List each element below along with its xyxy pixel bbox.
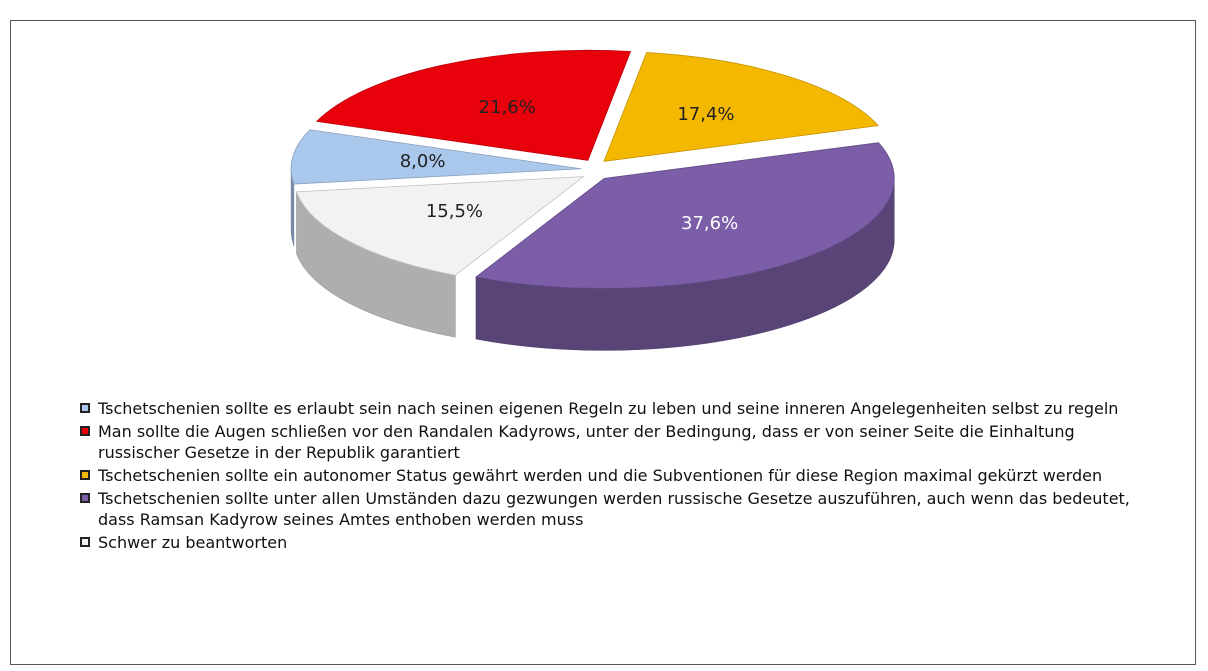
pie-slice xyxy=(295,176,585,276)
pie-slice xyxy=(315,49,632,161)
legend-swatch xyxy=(80,403,90,413)
data-label: 15,5% xyxy=(426,201,483,222)
legend-item: Man sollte die Augen schließen vor den R… xyxy=(80,421,1160,463)
legend-item: Tschetschenien sollte ein autonomer Stat… xyxy=(80,465,1160,486)
legend-label: Man sollte die Augen schließen vor den R… xyxy=(98,422,1075,462)
legend: Tschetschenien sollte es erlaubt sein na… xyxy=(80,398,1160,555)
pie-labels: 8,0% 21,6% 17,4% 37,6% 15,5% xyxy=(400,97,739,234)
legend-label: Tschetschenien sollte ein autonomer Stat… xyxy=(98,466,1103,485)
data-label: 17,4% xyxy=(677,104,734,125)
legend-item: Tschetschenien sollte es erlaubt sein na… xyxy=(80,398,1160,419)
legend-label: Tschetschenien sollte unter allen Umstän… xyxy=(98,489,1130,529)
legend-swatch xyxy=(80,426,90,436)
legend-swatch xyxy=(80,537,90,547)
pie-slice xyxy=(603,52,880,162)
legend-swatch xyxy=(80,470,90,480)
legend-swatch xyxy=(80,493,90,503)
pie-slice xyxy=(475,142,895,289)
pie-tops xyxy=(290,49,895,289)
legend-label: Tschetschenien sollte es erlaubt sein na… xyxy=(98,399,1119,418)
data-label: 37,6% xyxy=(681,213,738,234)
chart-frame xyxy=(10,20,1196,665)
legend-item: Schwer zu beantworten xyxy=(80,532,1160,553)
data-label: 21,6% xyxy=(479,97,536,118)
legend-label: Schwer zu beantworten xyxy=(98,533,288,552)
pie-slice xyxy=(290,129,582,185)
legend-item: Tschetschenien sollte unter allen Umstän… xyxy=(80,488,1160,530)
data-label: 8,0% xyxy=(400,151,446,172)
